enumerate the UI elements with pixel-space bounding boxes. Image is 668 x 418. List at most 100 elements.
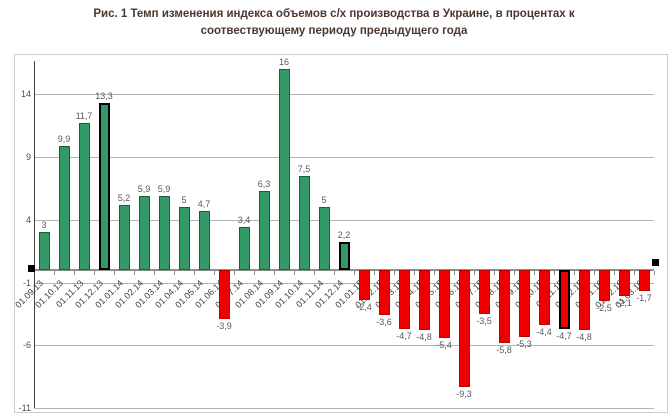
x-axis-tick [354, 271, 355, 275]
x-axis-tick [74, 271, 75, 275]
x-axis-tick [474, 271, 475, 275]
bar-positive [59, 146, 70, 270]
bar-negative [619, 270, 630, 296]
x-axis-tick [494, 271, 495, 275]
bar-positive [199, 211, 210, 270]
bar-negative [359, 270, 370, 300]
bar-value-label: 5 [181, 195, 187, 205]
bar-value-label: -4,4 [536, 327, 552, 337]
bar-positive [39, 232, 50, 270]
y-axis-tick-label: -11 [18, 403, 31, 413]
x-axis-tick [174, 271, 175, 275]
bar-negative [479, 270, 490, 314]
bar-negative [599, 270, 610, 301]
bar-value-label: 5,9 [157, 184, 171, 194]
bar-positive [179, 207, 190, 270]
bar-value-label: -1,7 [636, 293, 652, 303]
x-axis-tick [94, 271, 95, 275]
bar-value-label: -9,3 [456, 389, 472, 399]
x-axis-tick [514, 271, 515, 275]
bar-positive [79, 123, 90, 270]
chart-title-line-2: соотвествующему периоду предыдущего года [200, 25, 468, 37]
bar-value-label: -5,8 [496, 345, 512, 355]
x-axis-tick [314, 271, 315, 275]
bar-value-label: 2,2 [337, 230, 351, 240]
x-axis-tick [634, 271, 635, 275]
bar-positive [259, 191, 270, 270]
x-axis-tick [574, 271, 575, 275]
y-axis-tick-label: 14 [20, 89, 31, 99]
x-axis-tick [214, 271, 215, 275]
bar-negative [499, 270, 510, 343]
x-axis-tick [654, 271, 655, 275]
bar-value-label: -2,5 [596, 303, 612, 313]
x-axis-tick [614, 271, 615, 275]
x-axis-tick [114, 271, 115, 275]
gridline [34, 408, 654, 409]
bar-negative [539, 270, 550, 325]
bar-negative [519, 270, 530, 337]
selection-handle-right-icon [652, 259, 659, 266]
bar-negative [419, 270, 430, 330]
x-axis-line [34, 269, 654, 271]
bar-positive [319, 207, 330, 270]
chart-title-line-1: Рис. 1 Темп изменения индекса объемов с/… [93, 8, 575, 20]
bar-value-label: 3 [41, 220, 47, 230]
bar-positive [239, 227, 250, 270]
bar-negative [579, 270, 590, 330]
gridline [34, 283, 654, 284]
selection-handle-left-icon [28, 265, 35, 272]
bar-positive [139, 196, 150, 270]
bar-value-label: -5,3 [516, 339, 532, 349]
gridline [34, 94, 654, 95]
gridline [34, 345, 654, 346]
bar-negative [639, 270, 650, 291]
chart-area: 14 9 4 -1 -6 -11 01.09.13 01.10.13 01.11.13 01.12… [13, 54, 668, 413]
bar-positive-highlighted [339, 242, 350, 270]
bar-value-label: -4,8 [416, 332, 432, 342]
y-axis-tick-label: -6 [22, 340, 31, 350]
bar-value-label: 4,7 [197, 199, 211, 209]
x-axis-tick [434, 271, 435, 275]
x-axis-tick [234, 271, 235, 275]
bar-positive [279, 69, 290, 270]
x-axis-tick [294, 271, 295, 275]
bar-value-label: -2,4 [356, 302, 372, 312]
bar-positive [299, 176, 310, 270]
x-axis-tick [454, 271, 455, 275]
bar-positive [119, 205, 130, 270]
x-axis-tick [394, 271, 395, 275]
gridline [34, 220, 654, 221]
plot-area: 14 9 4 -1 -6 -11 01.09.13 01.10.13 01.11.13 01.12… [13, 55, 667, 413]
bar-negative [439, 270, 450, 338]
bar-negative [459, 270, 470, 387]
bar-negative [379, 270, 390, 315]
x-axis-tick [134, 271, 135, 275]
x-axis-tick [554, 271, 555, 275]
bar-value-label: 7,5 [297, 164, 311, 174]
y-axis-tick-label: 4 [25, 215, 31, 225]
y-axis-line [34, 61, 35, 408]
bar-value-label: 3,4 [237, 215, 251, 225]
bar-value-label: 9,9 [57, 134, 71, 144]
x-axis-tick [414, 271, 415, 275]
x-axis-tick [154, 271, 155, 275]
chart-title: Рис. 1 Темп изменения индекса объемов с/… [0, 6, 668, 40]
bar-value-label: -4,7 [556, 331, 572, 341]
bar-positive [159, 196, 170, 270]
gridline [34, 157, 654, 158]
bar-value-label: 16 [278, 57, 289, 67]
bar-value-label: -3,9 [216, 321, 232, 331]
bar-value-label: -3,5 [476, 316, 492, 326]
bar-value-label: -5,4 [436, 340, 452, 350]
bar-value-label: -4,7 [396, 331, 412, 341]
bar-value-label: -3,6 [376, 317, 392, 327]
x-axis-tick [194, 271, 195, 275]
x-axis-tick [334, 271, 335, 275]
bar-value-label: 13,3 [95, 91, 113, 101]
x-axis-tick [274, 271, 275, 275]
bar-value-label: 6,3 [257, 179, 271, 189]
bar-negative-highlighted [559, 270, 570, 329]
x-axis-tick [594, 271, 595, 275]
